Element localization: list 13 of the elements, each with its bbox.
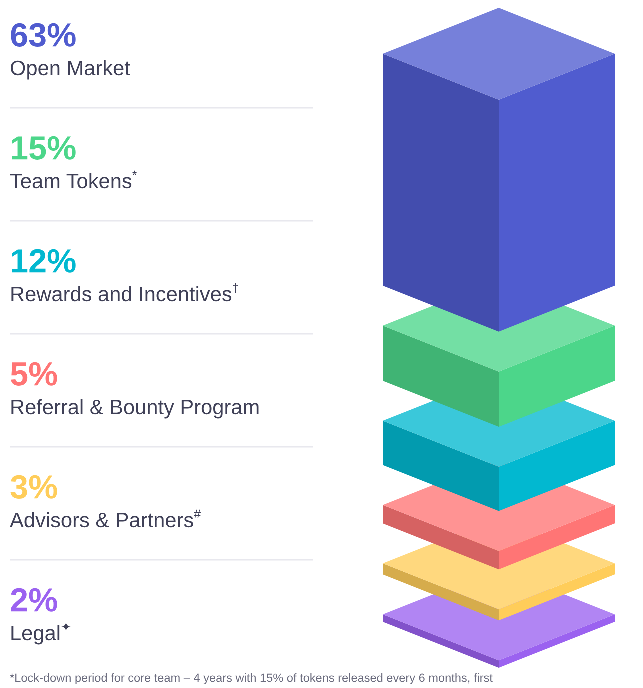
category-label: Rewards and Incentives† [12, 283, 238, 302]
category-label: Legal✦ [12, 622, 71, 645]
data-label: 15% [12, 136, 76, 160]
data-label: 2% [11, 588, 58, 612]
data-label: 3% [10, 475, 58, 499]
text: *Lock-down period for core team – 4 years with 15% of tokens released every 6 months, first [10, 673, 493, 685]
category-label: Team Tokens* [10, 170, 138, 189]
data-label: 63% [11, 23, 76, 47]
category-label: Referral & Bounty Program [12, 399, 259, 419]
category-label: Open Market [10, 60, 130, 80]
data-label: 5% [11, 362, 58, 386]
data-label: 12% [12, 249, 76, 273]
category-label: Advisors & Partners# [10, 510, 201, 528]
